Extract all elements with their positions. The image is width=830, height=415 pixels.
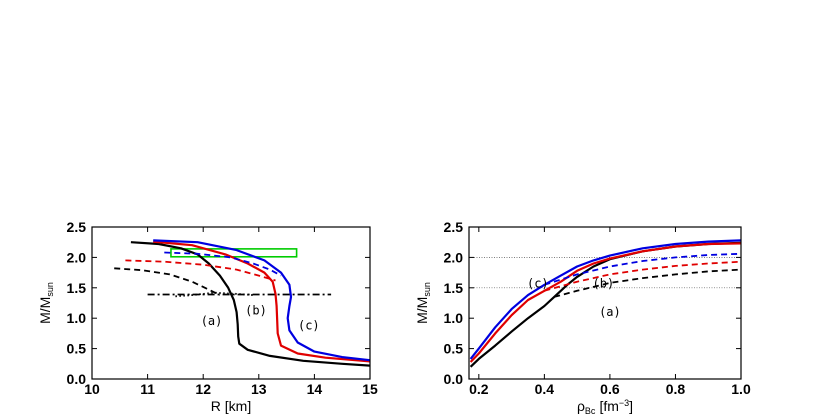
- series-line-3: [553, 268, 741, 298]
- y-axis-label-main: M/M: [414, 297, 430, 324]
- series-line-4: [125, 259, 276, 282]
- y-axis-label-main: M/M: [37, 297, 53, 324]
- y-axis-label-sub: sun: [45, 282, 55, 297]
- x-axis-label: ρBc [fm−3]: [577, 398, 633, 415]
- y-tick-label-1: 0.5: [67, 341, 87, 357]
- y-axis-label: M/Msun: [414, 282, 432, 324]
- y-axis-label: M/Msun: [37, 282, 55, 324]
- y-axis-label-sub: sun: [422, 282, 432, 297]
- x-axis-label-main: ρ: [577, 398, 585, 414]
- y-tick-label-5: 2.5: [444, 219, 464, 235]
- x-axis-label-end: ]: [629, 398, 633, 414]
- y-tick-label-5: 2.5: [67, 219, 87, 235]
- x-axis-label-sub: Bc: [585, 406, 596, 415]
- series-line-2: [469, 239, 741, 360]
- series-line-3: [114, 267, 221, 296]
- x-tick-label-2: 12: [195, 381, 211, 397]
- x-tick-label-4: 1.0: [731, 381, 751, 397]
- x-tick-label-1: 11: [140, 381, 155, 397]
- series-line-2: [153, 239, 370, 362]
- y-tick-label-0: 0.0: [444, 371, 464, 387]
- x-axis-label: R [km]: [211, 398, 251, 414]
- y-tick-label-2: 1.0: [67, 310, 87, 326]
- left-panel-mass-radius: 10 11 12 13 14 15 0.0 0.5 1.0 1.5 2.0 2.5 (a) (b) (c) M…: [37, 219, 378, 414]
- series-line-1: [153, 240, 370, 363]
- right-panel-mass-density: 0.2 0.4 0.6 0.8 1.0 0.0 0.5 1.0 1.5 2.0 2.5 (c) (b) (…: [414, 219, 751, 415]
- y-tick-label-0: 0.0: [67, 371, 87, 387]
- curve-label-0: (c): [527, 277, 549, 291]
- series-line-4: [544, 260, 741, 292]
- curve-label-1: (b): [593, 277, 615, 291]
- curve-label-0: (a): [201, 314, 223, 328]
- series-line-0: [130, 241, 370, 367]
- x-axis-label-unit: [fm: [599, 398, 618, 414]
- plot-frame: [91, 226, 371, 380]
- x-tick-label-4: 14: [307, 381, 323, 397]
- x-axis-label-main: R [km]: [211, 398, 251, 414]
- y-tick-label-3: 1.5: [67, 280, 87, 296]
- curve-label-2: (a): [599, 305, 621, 319]
- curve-label-1: (b): [245, 303, 267, 317]
- curve-label-2: (c): [298, 318, 320, 332]
- y-tick-label-4: 2.0: [67, 249, 87, 265]
- series-line-5: [544, 252, 741, 286]
- x-tick-label-3: 13: [251, 381, 267, 397]
- x-tick-label-5: 15: [362, 381, 378, 397]
- y-tick-label-3: 1.5: [444, 280, 464, 296]
- plot-frame: [468, 226, 742, 380]
- x-tick-label-1: 0.4: [535, 381, 555, 397]
- y-tick-label-4: 2.0: [444, 249, 464, 265]
- x-tick-label-0: 0.2: [469, 381, 489, 397]
- series-group: [114, 239, 370, 367]
- y-tick-label-2: 1.0: [444, 310, 464, 326]
- x-tick-label-0: 10: [84, 381, 100, 397]
- x-tick-label-2: 0.6: [600, 381, 620, 397]
- series-group: [469, 239, 741, 368]
- x-tick-label-3: 0.8: [666, 381, 686, 397]
- y-tick-label-1: 0.5: [444, 341, 464, 357]
- x-axis-label-sup: −3: [619, 398, 629, 408]
